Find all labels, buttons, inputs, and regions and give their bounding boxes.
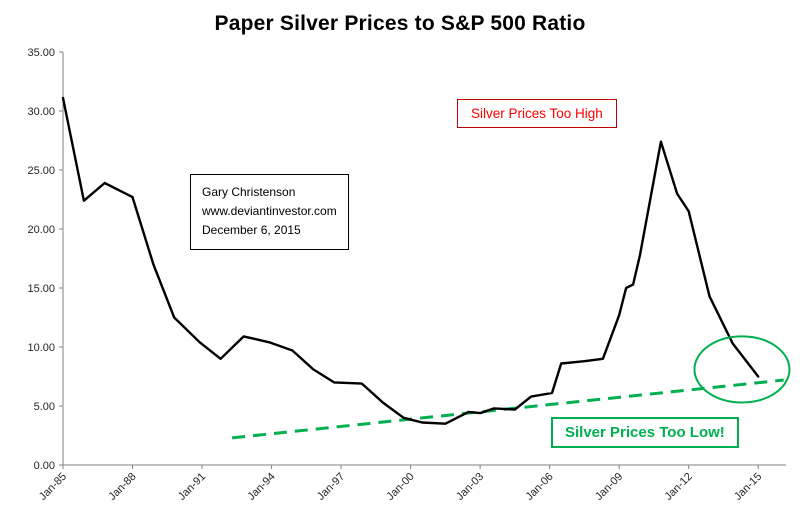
y-tick-label: 35.00 (27, 47, 55, 59)
x-tick-label: Jan-91 (176, 471, 208, 503)
y-tick-label: 20.00 (27, 224, 55, 236)
x-tick-label: Jan-85 (37, 471, 69, 503)
x-tick-label: Jan-03 (454, 471, 486, 503)
y-tick-label: 30.00 (27, 106, 55, 118)
y-tick-label: 5.00 (34, 401, 55, 413)
credit-annotation: Gary Christenson www.deviantinvestor.com… (190, 174, 349, 250)
highlight-ellipse (693, 335, 791, 404)
credit-website: www.deviantinvestor.com (202, 204, 337, 219)
x-tick-label: Jan-94 (245, 471, 277, 503)
axes (62, 52, 786, 466)
too-low-annotation: Silver Prices Too Low! (551, 417, 739, 448)
x-tick-label: Jan-15 (732, 471, 764, 503)
credit-author: Gary Christenson (202, 185, 296, 199)
y-tick-label: 15.00 (27, 283, 55, 295)
x-tick-label: Jan-88 (106, 471, 138, 503)
too-high-annotation: Silver Prices Too High (457, 99, 617, 128)
x-tick-label: Jan-09 (593, 471, 625, 503)
x-tick-label: Jan-06 (523, 471, 555, 503)
series-line (61, 96, 760, 425)
x-tick-label: Jan-12 (663, 471, 695, 503)
y-tick-label: 25.00 (27, 165, 55, 177)
y-tick-label: 0.00 (34, 460, 55, 472)
x-tick-label: Jan-00 (384, 471, 416, 503)
credit-date: December 6, 2015 (202, 223, 301, 238)
y-tick-label: 10.00 (27, 342, 55, 354)
x-tick-label: Jan-97 (315, 471, 347, 503)
chart-title: Paper Silver Prices to S&P 500 Ratio (214, 12, 586, 35)
